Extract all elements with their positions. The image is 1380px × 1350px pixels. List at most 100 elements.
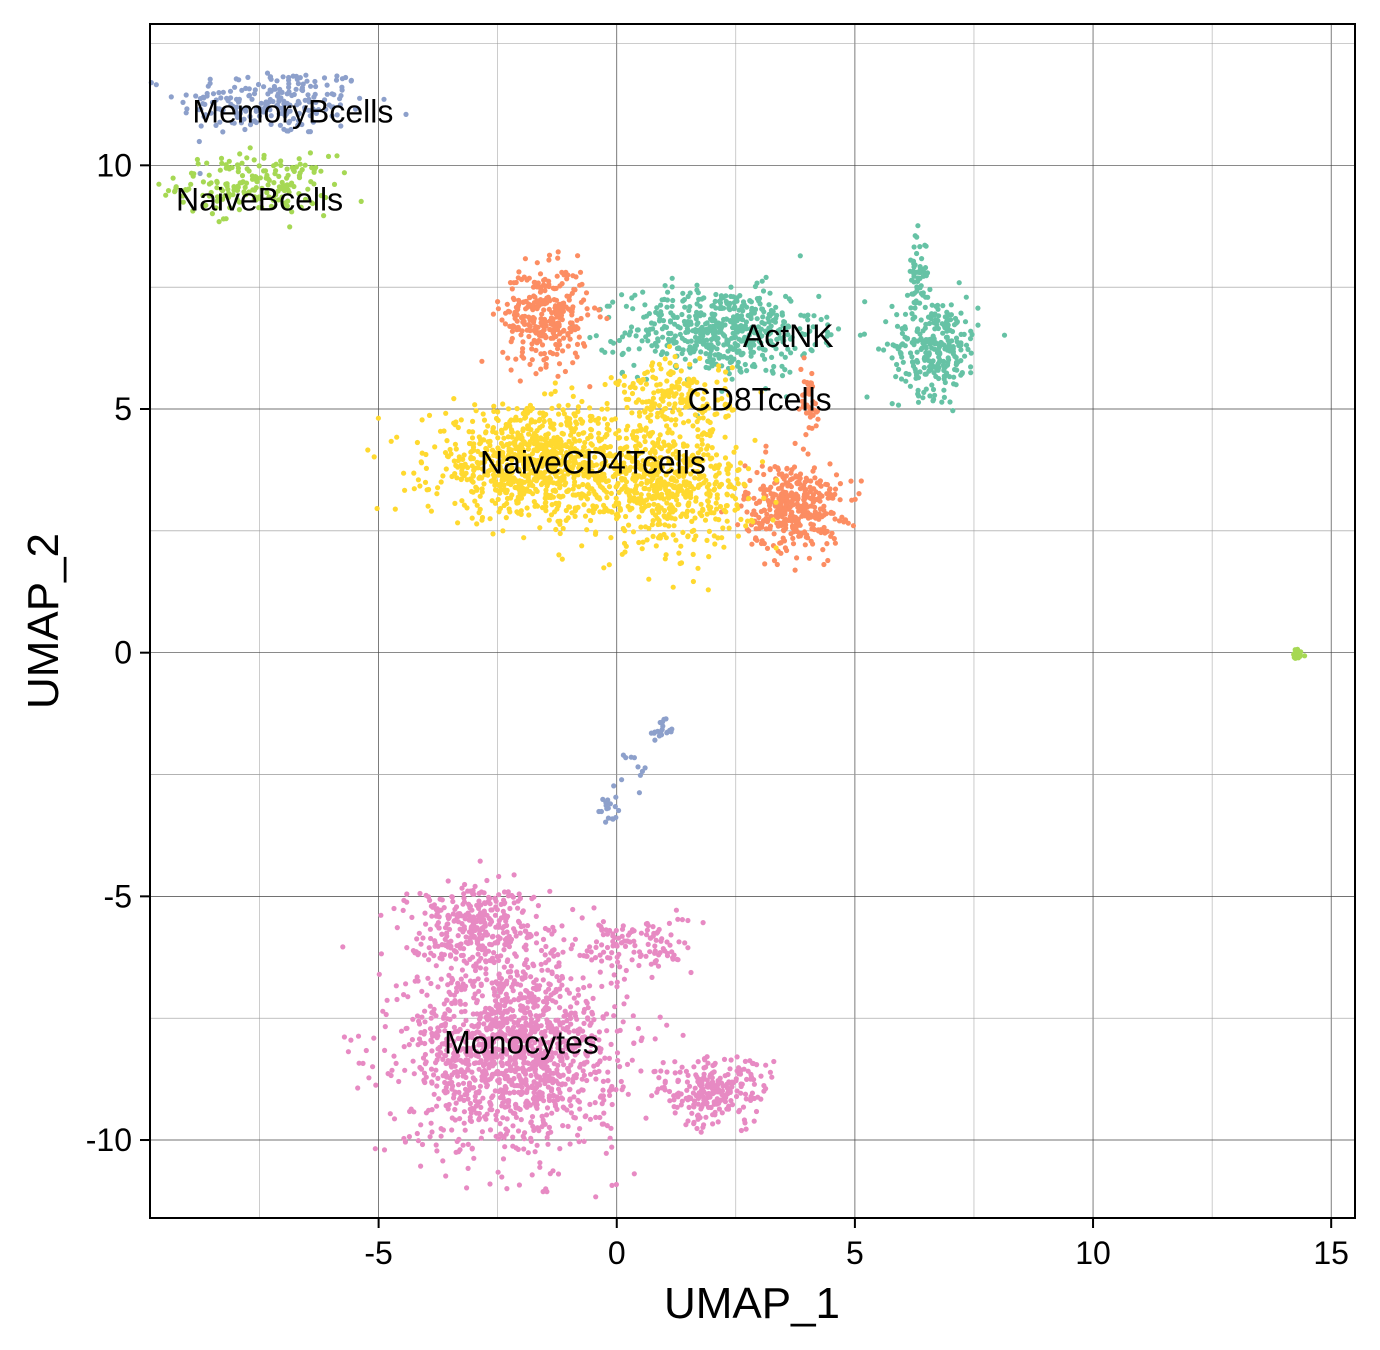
point (296, 156, 302, 162)
point (510, 1067, 516, 1073)
point (440, 1158, 446, 1164)
point (678, 560, 685, 566)
point (495, 306, 501, 312)
point (458, 1094, 464, 1100)
point (801, 351, 807, 357)
point (475, 976, 481, 982)
point (575, 504, 581, 510)
point (681, 420, 687, 426)
point (253, 108, 259, 114)
point (460, 1080, 467, 1086)
point (606, 427, 612, 433)
point (533, 985, 539, 991)
point (654, 305, 660, 311)
point (558, 439, 564, 445)
point (557, 342, 563, 348)
point (428, 1066, 435, 1072)
point (761, 540, 767, 547)
point (313, 110, 319, 116)
point (653, 330, 659, 336)
point (485, 423, 491, 429)
point (762, 518, 768, 524)
point (706, 554, 712, 560)
point (635, 764, 641, 770)
point (501, 964, 507, 970)
point (889, 401, 895, 407)
point (318, 193, 324, 199)
point (504, 1186, 510, 1192)
point (337, 102, 343, 108)
point (553, 341, 559, 348)
point (664, 304, 670, 310)
point (601, 565, 607, 571)
point (810, 324, 816, 330)
point (743, 342, 749, 348)
point (920, 395, 926, 401)
point (635, 1025, 642, 1032)
point (712, 541, 718, 547)
point (196, 138, 202, 145)
point (911, 273, 917, 279)
point (774, 561, 780, 568)
point (515, 1128, 522, 1134)
point (913, 369, 919, 375)
point (570, 486, 576, 492)
point (322, 97, 328, 103)
point (591, 1063, 597, 1069)
point (212, 205, 218, 211)
point (915, 275, 921, 281)
point (500, 1115, 506, 1121)
point (436, 1096, 442, 1102)
point (310, 119, 316, 125)
point (261, 84, 267, 90)
point (757, 498, 763, 504)
point (640, 386, 646, 392)
point (596, 1068, 602, 1074)
point (163, 192, 169, 198)
point (429, 1048, 435, 1054)
point (714, 492, 720, 498)
point (634, 428, 641, 434)
point (252, 87, 258, 93)
point (575, 253, 581, 259)
point (305, 92, 311, 98)
point (646, 525, 652, 531)
point (285, 198, 291, 204)
point (596, 307, 602, 313)
point (445, 1006, 451, 1013)
point (778, 351, 785, 357)
point (680, 290, 686, 296)
point (462, 1001, 468, 1007)
point (722, 434, 728, 440)
point (963, 294, 969, 300)
point (471, 1060, 477, 1066)
point (755, 324, 762, 330)
point (467, 1100, 473, 1107)
point (394, 434, 400, 440)
point (440, 1015, 447, 1021)
point (476, 988, 482, 994)
point (813, 511, 820, 517)
point (275, 197, 281, 203)
point (584, 1000, 590, 1006)
point (921, 365, 927, 371)
point (794, 555, 800, 561)
point (500, 1156, 507, 1162)
point (463, 470, 469, 476)
point (429, 1079, 435, 1085)
point (724, 518, 730, 524)
point (766, 311, 772, 317)
point (555, 373, 561, 379)
point (731, 449, 737, 455)
point (535, 280, 541, 286)
point (889, 355, 895, 361)
point (559, 982, 565, 988)
point (968, 364, 974, 370)
point (433, 1067, 439, 1073)
point (284, 175, 290, 181)
point (509, 286, 515, 292)
point (709, 303, 715, 309)
point (203, 202, 209, 208)
point (907, 383, 914, 389)
point (644, 369, 651, 375)
